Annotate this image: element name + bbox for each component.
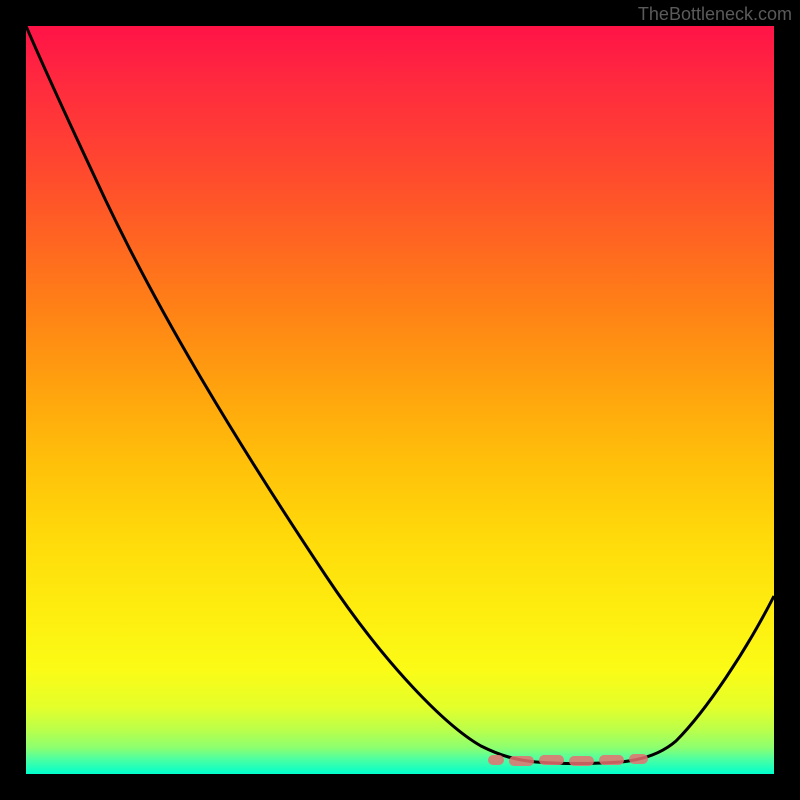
marker-segment — [629, 754, 648, 764]
curve-overlay — [26, 26, 774, 774]
bottleneck-curve — [26, 26, 774, 764]
marker-segment — [488, 755, 504, 765]
watermark-text: TheBottleneck.com — [638, 4, 792, 25]
marker-segment — [599, 755, 624, 765]
plot-area — [26, 26, 774, 774]
marker-segment — [509, 756, 534, 766]
marker-segment — [569, 756, 594, 766]
marker-segment — [539, 755, 564, 765]
